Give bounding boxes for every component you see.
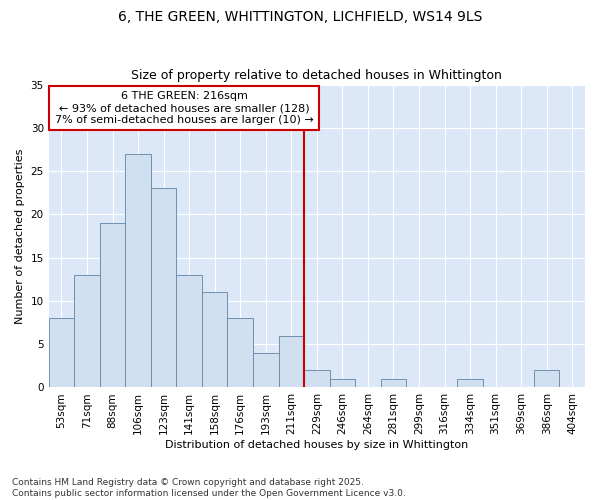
Bar (74, 275, 100, 388)
Text: Contains HM Land Registry data © Crown copyright and database right 2025.
Contai: Contains HM Land Registry data © Crown c… (12, 478, 406, 498)
Bar (125, 154, 151, 388)
Title: Size of property relative to detached houses in Whittington: Size of property relative to detached ho… (131, 69, 502, 82)
Bar (100, 223, 125, 388)
Bar (380, 379, 406, 388)
Bar (278, 336, 304, 388)
Bar (253, 353, 278, 388)
Bar (304, 370, 329, 388)
Text: 6, THE GREEN, WHITTINGTON, LICHFIELD, WS14 9LS: 6, THE GREEN, WHITTINGTON, LICHFIELD, WS… (118, 10, 482, 24)
Bar (151, 188, 176, 388)
Bar (329, 379, 355, 388)
Y-axis label: Number of detached properties: Number of detached properties (15, 148, 25, 324)
Bar (49, 318, 74, 388)
Bar (202, 292, 227, 388)
Bar (534, 370, 559, 388)
X-axis label: Distribution of detached houses by size in Whittington: Distribution of detached houses by size … (165, 440, 469, 450)
Bar (227, 318, 253, 388)
Bar (457, 379, 483, 388)
Bar (176, 275, 202, 388)
Text: 6 THE GREEN: 216sqm
← 93% of detached houses are smaller (128)
7% of semi-detach: 6 THE GREEN: 216sqm ← 93% of detached ho… (55, 92, 313, 124)
